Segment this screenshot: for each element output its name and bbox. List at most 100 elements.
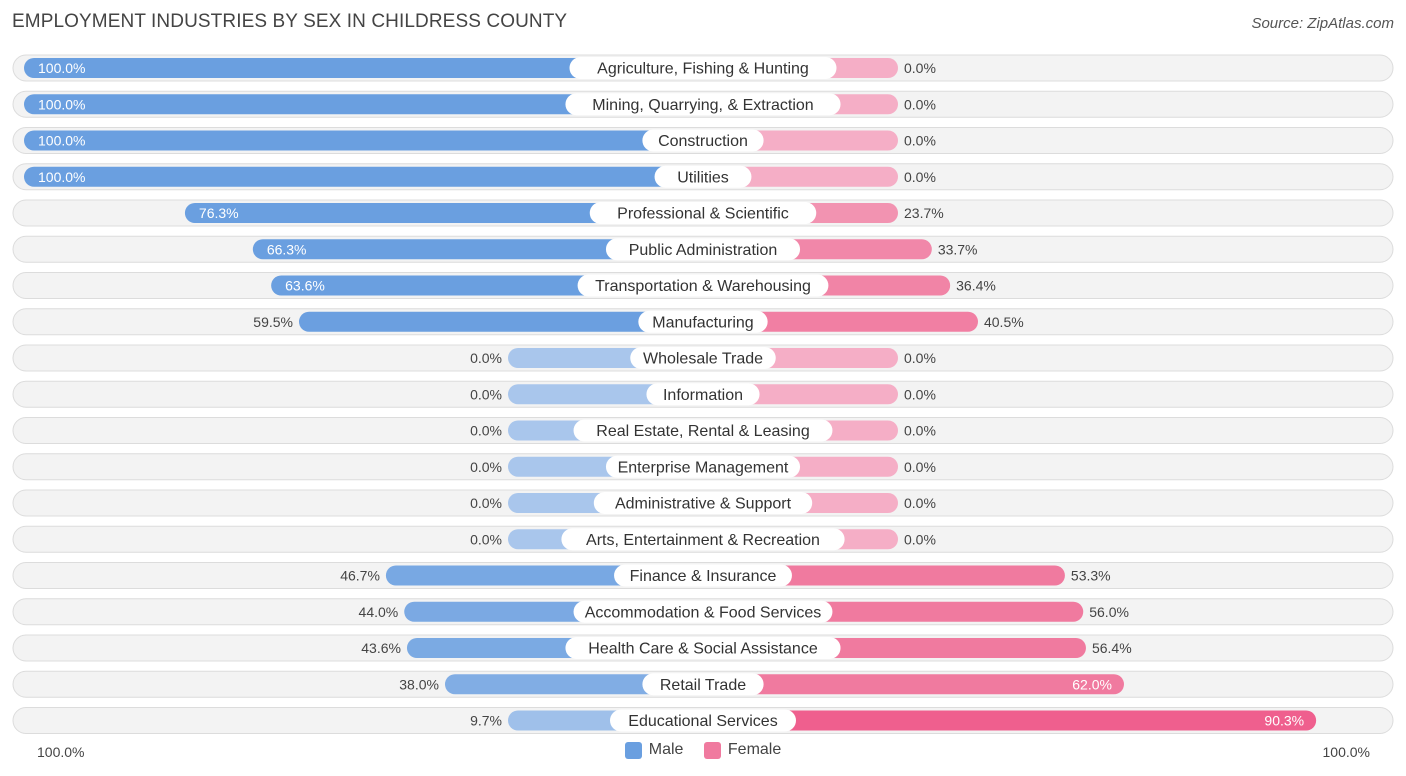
- category-label-pill: [561, 528, 845, 551]
- category-label: Wholesale Trade: [643, 351, 763, 368]
- bar-female: [703, 311, 978, 332]
- category-label: Health Care & Social Assistance: [588, 641, 818, 658]
- category-label-pill: [605, 455, 801, 478]
- category-label: Arts, Entertainment & Recreation: [586, 532, 820, 549]
- category-label-pill: [565, 637, 841, 659]
- value-label-male: 0.0%: [470, 531, 502, 547]
- category-label-pill: [593, 492, 813, 514]
- value-label-male: 38.0%: [399, 676, 439, 692]
- category-label-pill: [630, 347, 776, 369]
- value-label-female: 0.0%: [904, 459, 936, 475]
- value-label-female: 0.0%: [904, 60, 936, 76]
- category-label: Administrative & Support: [615, 496, 792, 513]
- bar-male: [444, 674, 703, 695]
- category-label: Public Administration: [629, 242, 778, 259]
- value-label-female: 0.0%: [904, 495, 936, 511]
- category-label: Utilities: [677, 169, 729, 186]
- value-label-female: 90.3%: [1264, 713, 1304, 729]
- legend-swatch-male: [624, 741, 642, 759]
- category-label-pill: [569, 57, 837, 79]
- legend-swatch-female: [703, 741, 721, 759]
- value-label-female: 62.0%: [1072, 676, 1112, 692]
- bar-female: [703, 565, 1065, 586]
- legend-label-male: Male: [648, 741, 684, 758]
- category-label: Professional & Scientific: [617, 206, 789, 223]
- category-label: Accommodation & Food Services: [585, 604, 822, 621]
- value-label-female: 56.0%: [1089, 604, 1129, 620]
- value-label-male: 100.0%: [38, 169, 85, 185]
- value-label-female: 40.5%: [984, 314, 1024, 330]
- legend-label-female: Female: [727, 741, 782, 758]
- bar-female: [703, 710, 1317, 731]
- category-label: Manufacturing: [652, 314, 753, 331]
- axis-left-label: 100.0%: [37, 744, 85, 760]
- bar-female: [703, 166, 898, 187]
- value-label-male: 63.6%: [285, 278, 325, 294]
- category-label-pill: [642, 673, 764, 696]
- bar-male: [184, 203, 704, 223]
- bar-chart: Agriculture, Fishing & Hunting 100.0% 0.0%…: [12, 54, 1394, 734]
- value-label-male: 46.7%: [340, 568, 380, 584]
- category-label: Information: [663, 387, 743, 404]
- category-label-pill: [654, 165, 752, 188]
- value-label-male: 0.0%: [470, 350, 502, 366]
- value-label-female: 53.3%: [1071, 568, 1111, 584]
- category-label-pill: [605, 238, 801, 261]
- value-label-female: 33.7%: [938, 241, 978, 257]
- category-label: Transportation & Warehousing: [595, 278, 811, 295]
- bar-male: [24, 94, 703, 115]
- value-label-male: 44.0%: [359, 604, 399, 620]
- category-label: Educational Services: [628, 713, 777, 730]
- legend-item-female: Female: [703, 741, 782, 759]
- category-label: Agriculture, Fishing & Hunting: [597, 61, 809, 78]
- category-label-pill: [577, 274, 829, 297]
- category-label-pill: [646, 383, 760, 406]
- value-label-male: 0.0%: [470, 495, 502, 511]
- category-label-pill: [642, 129, 764, 152]
- value-label-male: 0.0%: [470, 459, 502, 475]
- value-label-male: 9.7%: [470, 713, 502, 729]
- legend-item-male: Male: [624, 741, 684, 759]
- value-label-male: 0.0%: [470, 386, 502, 402]
- chart-title: EMPLOYMENT INDUSTRIES BY SEX IN CHILDRES…: [12, 11, 568, 32]
- category-label-pill: [638, 310, 768, 333]
- category-label-pill: [610, 709, 796, 732]
- value-label-male: 66.3%: [267, 241, 307, 257]
- source-label: Source: ZipAtlas.com: [1251, 15, 1394, 32]
- category-label-pill: [573, 419, 833, 442]
- bar-male: [24, 58, 703, 78]
- value-label-female: 0.0%: [904, 350, 936, 366]
- category-label: Finance & Insurance: [630, 568, 777, 585]
- value-label-female: 0.0%: [904, 531, 936, 547]
- category-label: Real Estate, Rental & Leasing: [596, 423, 809, 440]
- value-label-female: 0.0%: [904, 423, 936, 439]
- value-label-female: 0.0%: [904, 169, 936, 185]
- value-label-female: 0.0%: [904, 386, 936, 402]
- bar-male: [24, 130, 703, 151]
- value-label-male: 59.5%: [253, 314, 293, 330]
- category-label-pill: [573, 600, 833, 623]
- value-label-female: 36.4%: [956, 278, 996, 294]
- value-label-male: 43.6%: [361, 640, 401, 656]
- value-label-female: 0.0%: [904, 96, 936, 112]
- legend: Male Female: [0, 741, 1406, 764]
- value-label-male: 0.0%: [470, 423, 502, 439]
- value-label-male: 100.0%: [38, 60, 85, 76]
- category-label: Construction: [658, 133, 748, 150]
- value-label-male: 76.3%: [199, 205, 239, 221]
- category-label: Enterprise Management: [618, 459, 789, 476]
- value-label-female: 56.4%: [1092, 640, 1132, 656]
- bar-male: [298, 311, 703, 332]
- category-label: Mining, Quarrying, & Extraction: [592, 97, 813, 114]
- bar-female: [703, 674, 1124, 695]
- value-label-female: 0.0%: [904, 133, 936, 149]
- category-label-pill: [565, 93, 841, 116]
- value-label-male: 100.0%: [38, 133, 85, 149]
- axis-right-label: 100.0%: [1322, 744, 1370, 760]
- value-label-female: 23.7%: [904, 205, 944, 221]
- category-label: Retail Trade: [660, 677, 746, 694]
- bar-male: [252, 239, 703, 260]
- category-label-pill: [614, 564, 792, 587]
- bar-male: [24, 166, 703, 187]
- category-label-pill: [589, 202, 817, 224]
